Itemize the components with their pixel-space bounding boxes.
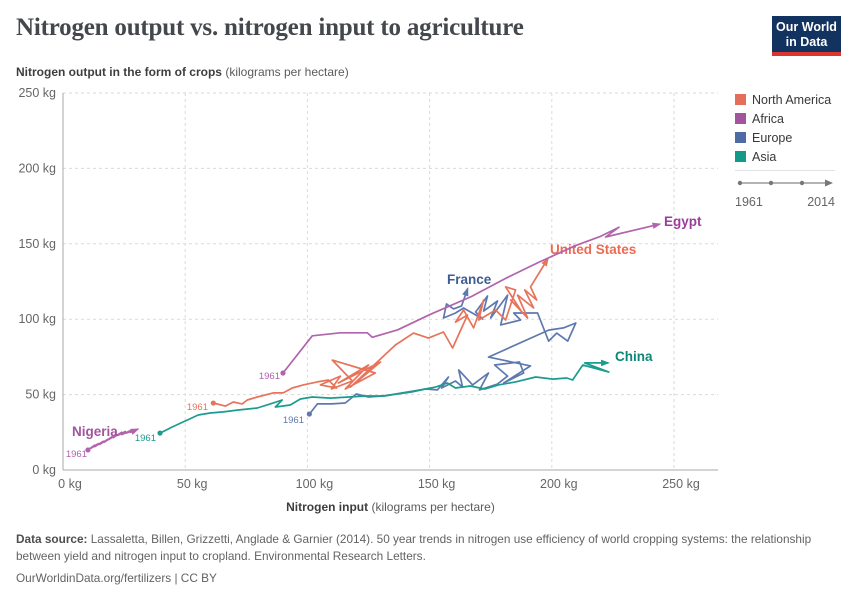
legend-label: Europe bbox=[752, 130, 793, 145]
timeline-start-year: 1961 bbox=[735, 195, 763, 209]
series-name-label-nigeria: Nigeria bbox=[72, 424, 118, 439]
y-tick-label: 150 kg bbox=[18, 237, 56, 251]
data-source-label: Data source: bbox=[16, 532, 88, 546]
x-tick-label: 200 kg bbox=[540, 477, 578, 491]
series-line-united-states[interactable] bbox=[212, 258, 549, 407]
owid-logo: Our World in Data bbox=[772, 16, 841, 56]
legend-label: North America bbox=[752, 92, 832, 107]
x-tick-label: 150 kg bbox=[418, 477, 456, 491]
series-start-year-label: 1961 bbox=[259, 371, 280, 382]
y-tick-label: 50 kg bbox=[25, 388, 56, 402]
owid-logo-red-bar bbox=[772, 52, 841, 56]
series-start-year-label: 1961 bbox=[66, 449, 87, 460]
series-name-label-united-states: United States bbox=[550, 242, 636, 257]
legend-label: Africa bbox=[752, 111, 784, 126]
series-line-egypt[interactable] bbox=[282, 223, 661, 374]
x-axis-title: Nitrogen input (kilograms per hectare) bbox=[63, 500, 718, 514]
page-title: Nitrogen output vs. nitrogen input to ag… bbox=[16, 14, 524, 41]
legend-swatch-north-america bbox=[735, 94, 746, 105]
legend-item-north-america[interactable]: North America bbox=[735, 92, 845, 107]
owid-url-link[interactable]: OurWorldinData.org/fertilizers bbox=[16, 571, 172, 585]
legend-item-asia[interactable]: Asia bbox=[735, 149, 845, 164]
chart-canvas: 0 kg 50 kg 100 kg 150 kg 200 kg 250 kg 0 kg 50 … bbox=[18, 86, 718, 491]
owid-logo-line2: in Data bbox=[785, 35, 828, 49]
series-start-year-label: 1961 bbox=[283, 415, 304, 426]
y-tick-label: 0 kg bbox=[32, 463, 56, 477]
legend-swatch-asia bbox=[735, 151, 746, 162]
series-line-france[interactable] bbox=[308, 288, 577, 415]
legend-swatch-europe bbox=[735, 132, 746, 143]
data-source-note: Data source: Lassaletta, Billen, Grizzet… bbox=[16, 531, 832, 565]
y-axis-subtitle-units: (kilograms per hectare) bbox=[221, 65, 349, 79]
legend-item-africa[interactable]: Africa bbox=[735, 111, 845, 126]
legend-item-europe[interactable]: Europe bbox=[735, 130, 845, 145]
footer-divider: | bbox=[171, 571, 181, 585]
x-axis-title-units: (kilograms per hectare) bbox=[368, 500, 495, 514]
x-axis-title-bold: Nitrogen input bbox=[286, 500, 369, 514]
x-tick-label: 250 kg bbox=[662, 477, 700, 491]
series-line-china[interactable] bbox=[159, 362, 610, 434]
timeline-arrowhead bbox=[825, 179, 833, 187]
series-name-label-egypt: Egypt bbox=[664, 214, 702, 229]
timeline-scale: 1961 2014 bbox=[735, 170, 835, 209]
x-tick-label: 0 kg bbox=[58, 477, 82, 491]
timeline-end-year: 2014 bbox=[807, 195, 835, 209]
owid-logo-line1: Our World bbox=[776, 20, 837, 34]
series-start-year-label: 1961 bbox=[187, 402, 208, 413]
legend-label: Asia bbox=[752, 149, 777, 164]
legend-swatch-africa bbox=[735, 113, 746, 124]
footer: Data source: Lassaletta, Billen, Grizzet… bbox=[16, 531, 832, 587]
data-source-text: Lassaletta, Billen, Grizzetti, Anglade &… bbox=[16, 532, 812, 563]
y-axis-subtitle-bold: Nitrogen output in the form of crops bbox=[16, 65, 222, 79]
series-name-label-france: France bbox=[447, 272, 492, 287]
y-tick-label: 100 kg bbox=[18, 312, 56, 326]
series-name-label-china: China bbox=[615, 349, 653, 364]
y-tick-label: 250 kg bbox=[18, 86, 56, 100]
series-line-nigeria[interactable] bbox=[87, 428, 139, 451]
x-tick-label: 50 kg bbox=[177, 477, 208, 491]
y-tick-label: 200 kg bbox=[18, 161, 56, 175]
region-legend: North America Africa Europe Asia bbox=[735, 92, 845, 170]
license-label: CC BY bbox=[180, 571, 217, 585]
footer-credit-line: OurWorldinData.org/fertilizers | CC BY bbox=[16, 570, 832, 587]
timeline-arrow bbox=[737, 179, 833, 187]
x-tick-label: 100 kg bbox=[296, 477, 334, 491]
y-axis-subtitle: Nitrogen output in the form of crops (ki… bbox=[16, 65, 349, 79]
series-start-year-label: 1961 bbox=[135, 433, 156, 444]
